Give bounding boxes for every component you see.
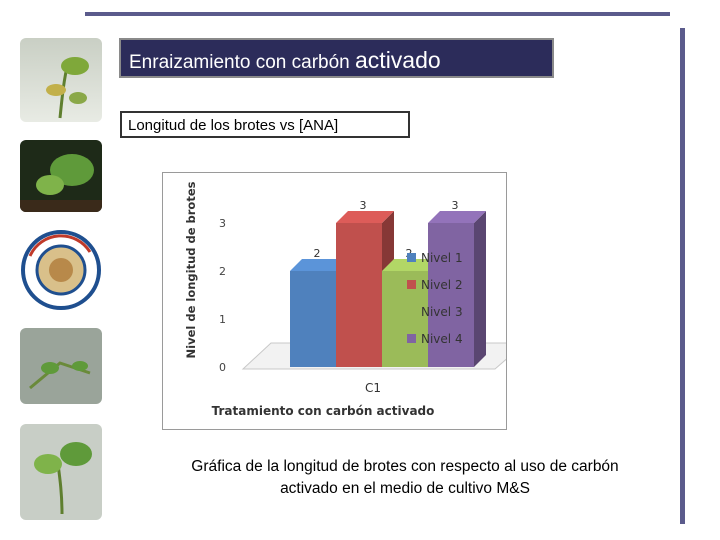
y-tick-label: 3 <box>219 217 226 230</box>
y-tick-label: 2 <box>219 265 226 278</box>
bar-side <box>474 211 486 367</box>
plant-photo-3 <box>20 328 102 404</box>
x-tick-label: C1 <box>365 381 381 395</box>
bar <box>290 271 336 367</box>
legend-label: Nivel 3 <box>421 305 463 319</box>
y-axis-label: Nivel de longitud de brotes <box>184 181 198 358</box>
legend-swatch <box>407 253 416 262</box>
top-rule <box>85 12 670 16</box>
plant-photo-4 <box>20 424 102 520</box>
legend-swatch <box>407 280 416 289</box>
slide-title-emphasis: activado <box>355 47 441 73</box>
plant-photo-1 <box>20 38 102 122</box>
slide-title-main: Enraizamiento con carbón <box>129 52 356 73</box>
caption-line-2: activado en el medio de cultivo M&S <box>280 480 530 497</box>
caption-line-1: Gráfica de la longitud de brotes con res… <box>191 458 619 475</box>
legend-label: Nivel 4 <box>421 332 463 346</box>
bar-top <box>290 259 348 271</box>
data-label: 3 <box>360 199 367 212</box>
bar-top <box>428 211 486 223</box>
bar-chart: Nivel de longitud de brotes Tratamiento … <box>184 181 527 418</box>
y-tick-label: 0 <box>219 361 226 374</box>
chart-subtitle: Longitud de los brotes vs [ANA] <box>128 117 339 134</box>
bar <box>428 223 474 367</box>
data-label: 3 <box>452 199 459 212</box>
chart-subtitle-box: Longitud de los brotes vs [ANA] <box>120 111 410 138</box>
side-rule <box>680 28 685 524</box>
chart-caption: Gráfica de la longitud de brotes con res… <box>140 456 670 500</box>
legend-label: Nivel 1 <box>421 251 463 265</box>
bar <box>382 271 428 367</box>
data-label: 2 <box>314 247 321 260</box>
y-tick-label: 1 <box>219 313 226 326</box>
plant-photo-2 <box>20 140 102 212</box>
bar <box>336 223 382 367</box>
slide-title: Enraizamiento con carbón activado <box>119 38 554 78</box>
laboratory-logo <box>20 226 102 314</box>
x-axis-label: Tratamiento con carbón activado <box>212 404 435 418</box>
chart-frame: Nivel de longitud de brotes Tratamiento … <box>162 172 527 430</box>
legend-swatch <box>407 307 416 316</box>
legend-label: Nivel 2 <box>421 278 463 292</box>
bar-top <box>336 211 394 223</box>
bar-top <box>382 259 440 271</box>
legend-swatch <box>407 334 416 343</box>
